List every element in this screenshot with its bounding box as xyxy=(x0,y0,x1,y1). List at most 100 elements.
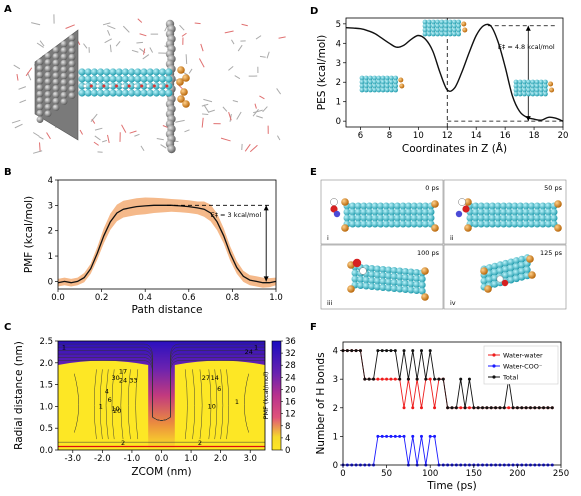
tube-atom xyxy=(522,214,530,222)
nanotube-atom xyxy=(152,75,160,83)
inset-tube-atom xyxy=(538,87,544,93)
water-molecule xyxy=(121,124,127,133)
nanotube-atom xyxy=(103,89,111,97)
tube-atom xyxy=(354,214,362,222)
series-point xyxy=(428,377,432,381)
graphene-atom xyxy=(68,92,76,99)
water-molecule xyxy=(46,132,51,140)
water-molecule xyxy=(156,138,164,141)
x-tick-label: 0.8 xyxy=(226,293,240,303)
tube-atom xyxy=(483,220,491,228)
water-molecule xyxy=(228,65,234,71)
tube-atom xyxy=(385,278,393,286)
carboxyl-atom xyxy=(180,88,188,96)
series-point xyxy=(467,406,471,410)
inset-tube-atom xyxy=(435,27,440,33)
tube-atom xyxy=(407,274,415,282)
x-axis-label: Coordinates in Z (Å) xyxy=(402,142,507,155)
tube-atom xyxy=(396,267,404,275)
water-atom xyxy=(496,275,504,283)
tube-atom xyxy=(507,270,515,278)
graphene-atom xyxy=(68,47,76,55)
x-tick-label: -1.0 xyxy=(124,454,141,464)
graphene-atom xyxy=(68,60,76,67)
nanotube xyxy=(78,68,173,97)
legend-box xyxy=(483,345,559,385)
inset-orange-atom xyxy=(399,83,405,89)
contour-line xyxy=(184,369,188,440)
inset-orange-atom xyxy=(461,21,467,27)
tube-atom xyxy=(399,202,407,210)
arrow-head xyxy=(525,25,531,31)
inset-tube-atom xyxy=(368,79,373,85)
snapshot-index: i xyxy=(327,234,329,242)
colorbar-tick-label: 24 xyxy=(285,373,296,383)
x-tick-labels: 6 8 10 12 14 16 18 20 xyxy=(358,127,568,141)
tube-atom xyxy=(351,269,359,277)
y-tick-label: 5 xyxy=(336,20,341,30)
tube-atom xyxy=(368,271,376,278)
panel-b: B E‡ = 3 kcal/mol 0.0 0.2 0.4 0.6 0.8 1.0 0 1 2… xyxy=(4,167,283,316)
nanotube-atom xyxy=(115,89,123,97)
inset-tube-atom xyxy=(447,31,453,37)
series-point xyxy=(481,406,485,410)
tube-atom xyxy=(388,202,396,210)
water-molecule xyxy=(31,22,41,26)
legend-marker xyxy=(492,364,496,368)
series-point xyxy=(515,406,519,410)
contour-line xyxy=(99,369,103,440)
series-point xyxy=(385,377,389,381)
contour-line xyxy=(220,369,224,440)
inset-tube-atom xyxy=(380,75,386,81)
plot-frame xyxy=(57,179,277,290)
tube-atom xyxy=(349,220,357,228)
nanotube-atom xyxy=(78,75,86,83)
nanotube-atom xyxy=(97,75,105,83)
colorbar-tick-label: 28 xyxy=(285,361,296,371)
tube-atom xyxy=(382,220,390,228)
y-tick-label: 4 xyxy=(336,39,341,49)
x-tick-label: 100 xyxy=(422,469,438,479)
tube-atom xyxy=(396,285,404,293)
tube-atom xyxy=(533,208,541,216)
plot-frame xyxy=(345,17,564,128)
inset-tube-atom xyxy=(513,87,519,93)
tube-atom xyxy=(528,202,536,210)
x-tick-label: 0 xyxy=(340,469,345,479)
tube-atom xyxy=(382,202,390,210)
confined-water-atom xyxy=(127,84,131,88)
inset-tube-atom xyxy=(456,19,461,25)
nanotube-atom xyxy=(165,68,173,76)
tube-atom xyxy=(385,284,393,292)
water-molecule xyxy=(36,42,44,48)
water-molecule xyxy=(129,130,137,134)
inset-tube-atom xyxy=(384,87,390,93)
snapshot-frames: 0 ps i 50 ps ii 100 ps iii 125 ps iv xyxy=(320,179,567,310)
inset-tube-atom xyxy=(359,79,365,85)
tube-atom xyxy=(382,208,390,216)
tube-atom xyxy=(507,258,515,266)
water-molecule xyxy=(241,23,248,27)
series-point xyxy=(402,406,406,410)
water-atom xyxy=(330,198,338,206)
series-point xyxy=(472,406,476,410)
nanotube-atom xyxy=(90,68,98,76)
tube-atom xyxy=(512,257,520,265)
inset-tube-atom xyxy=(543,83,548,89)
water-molecule xyxy=(142,54,150,60)
series-point xyxy=(385,349,389,353)
tube-atom xyxy=(500,220,508,228)
colorbar-tick-label: 16 xyxy=(285,398,296,408)
y-tick-label: 1 xyxy=(336,98,341,108)
inset-tube-atom xyxy=(522,91,527,97)
y-axis-label: Number of H bonds xyxy=(315,352,327,454)
tube-atom xyxy=(533,202,541,210)
water-molecule xyxy=(228,111,232,121)
water-molecule xyxy=(38,136,44,140)
tube-atom xyxy=(393,214,401,222)
tube-atom xyxy=(528,220,536,228)
y-tick-label: 2 xyxy=(336,78,341,88)
graphene-atom xyxy=(60,47,68,54)
y-tick-label: 3 xyxy=(48,201,53,211)
